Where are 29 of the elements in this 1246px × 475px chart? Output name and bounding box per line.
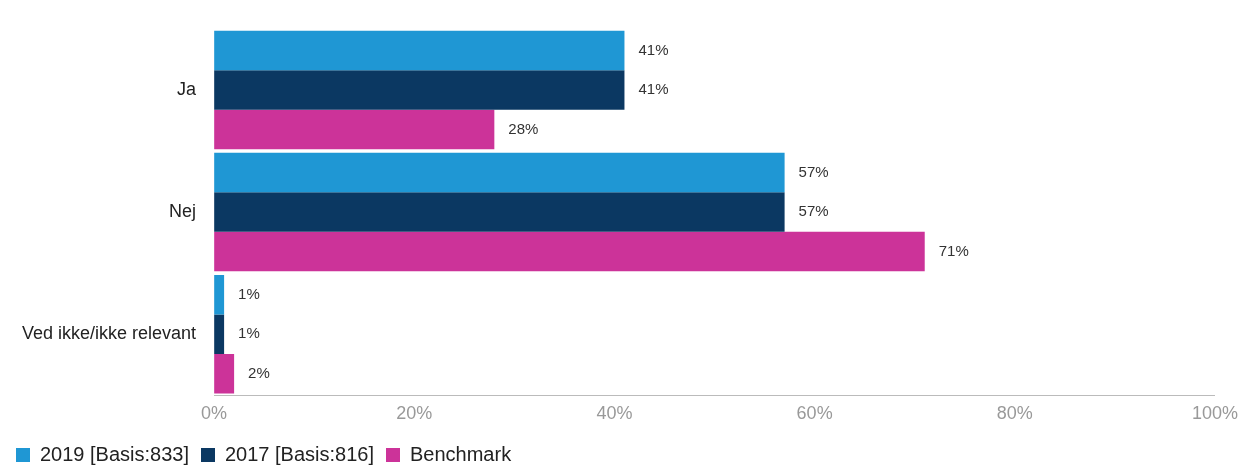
data-label: 57%: [798, 162, 829, 180]
data-label: 2%: [248, 363, 270, 381]
x-tick-label: 80%: [996, 403, 1033, 424]
bar: [214, 109, 495, 150]
legend-label: 2019 [Basis:833]: [40, 442, 189, 465]
y-tick-label: Nej: [169, 201, 197, 222]
data-label: 41%: [638, 80, 669, 98]
x-tick-label: 100%: [1191, 403, 1238, 424]
data-label: 1%: [238, 324, 260, 342]
bar: [214, 30, 625, 71]
legend-label: 2017 [Basis:816]: [224, 442, 374, 465]
y-tick-label: Ved ikke/ikke relevant: [22, 323, 197, 344]
y-tick-label: Ja: [177, 78, 198, 99]
data-label: 1%: [238, 284, 260, 302]
bar: [214, 70, 625, 110]
data-label: 41%: [638, 40, 669, 58]
legend-label: Benchmark: [409, 442, 513, 465]
bar: [214, 192, 785, 232]
bar: [214, 275, 225, 315]
bar: [214, 231, 925, 272]
x-tick-label: 40%: [596, 403, 633, 424]
bar: [214, 152, 785, 193]
x-tick-label: 60%: [796, 403, 833, 424]
x-tick-label: 0%: [201, 403, 228, 424]
bar: [214, 354, 235, 394]
data-label: 57%: [798, 202, 829, 220]
x-tick-label: 20%: [396, 403, 433, 424]
data-label: 71%: [938, 241, 969, 259]
data-label: 28%: [508, 119, 539, 137]
